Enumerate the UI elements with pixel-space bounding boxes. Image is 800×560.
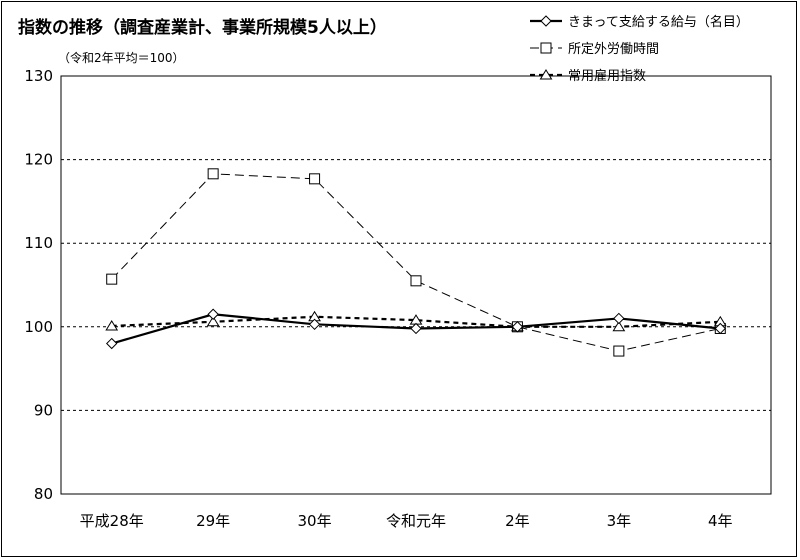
series-1 <box>106 308 726 350</box>
legend-marker <box>540 42 552 54</box>
legend-item: 所定外労働時間 <box>530 42 659 57</box>
chart-title: 指数の推移（調査産業計、事業所規模5人以上） <box>18 17 387 38</box>
chart-subtitle: （令和2年平均＝100） <box>58 50 185 65</box>
data-point <box>106 337 118 350</box>
y-tick-label: 90 <box>34 401 53 419</box>
data-point <box>206 315 220 327</box>
plot-area <box>60 75 772 495</box>
data-point <box>410 322 422 335</box>
data-point <box>410 275 422 287</box>
data-point <box>714 322 726 335</box>
data-point <box>613 312 625 325</box>
data-point <box>309 173 321 185</box>
y-tick-label: 110 <box>24 234 53 252</box>
data-point <box>613 345 625 357</box>
y-tick-label: 100 <box>24 318 53 336</box>
data-point <box>207 308 219 320</box>
data-point <box>511 321 524 333</box>
data-point <box>612 320 626 332</box>
data-point <box>207 168 219 180</box>
data-point <box>106 273 118 285</box>
y-tick-label: 80 <box>34 485 53 503</box>
x-tick-label: 3年 <box>607 512 632 530</box>
legend-item: 常用雇用指数 <box>530 68 646 84</box>
x-tick-label: 30年 <box>298 512 332 530</box>
y-axis-ticks: 80 90 100 110 120 130 <box>24 67 53 503</box>
x-axis-ticks: 平成28年 29年 30年 令和元年 2年 3年 4年 <box>80 512 733 530</box>
legend-label: 所定外労働時間 <box>568 42 659 57</box>
y-tick-label: 120 <box>24 151 53 169</box>
x-tick-label: 2年 <box>505 512 530 530</box>
legend-marker <box>540 15 552 27</box>
series-layer <box>105 168 727 357</box>
x-tick-label: 4年 <box>708 512 733 530</box>
legend-item: きまって支給する給与（名目） <box>530 14 749 30</box>
legend-label: 常用雇用指数 <box>568 68 646 84</box>
x-tick-label: 29年 <box>196 512 230 530</box>
x-tick-label: 令和元年 <box>386 512 446 530</box>
x-tick-label: 平成28年 <box>80 512 144 530</box>
y-tick-label: 130 <box>24 67 53 85</box>
legend-label: きまって支給する給与（名目） <box>568 14 749 30</box>
legend-marker <box>539 69 553 80</box>
data-point <box>308 318 321 330</box>
data-point <box>105 320 119 331</box>
